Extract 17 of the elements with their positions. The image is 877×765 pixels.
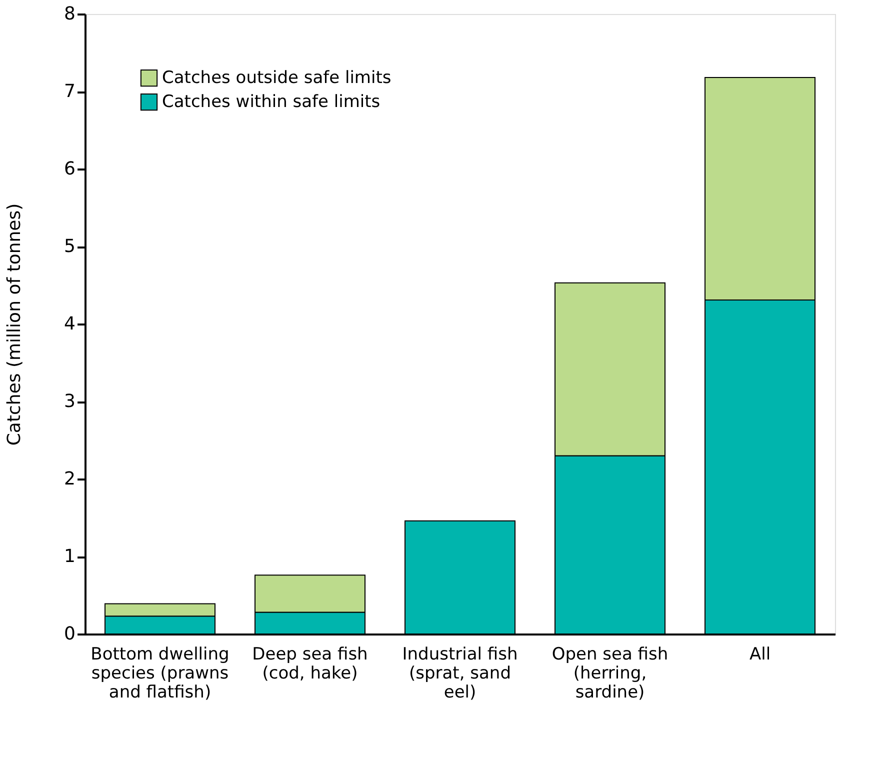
x-tick-label: Industrial fish (sprat, sand eel) bbox=[402, 644, 518, 702]
y-axis-title: Catches (million of tonnes) bbox=[4, 203, 26, 446]
x-tick-label: Open sea fish (herring, sardine) bbox=[552, 644, 668, 702]
y-tick-label: 7 bbox=[64, 81, 76, 102]
y-tick-label: 8 bbox=[64, 4, 76, 24]
legend-label: Catches within safe limits bbox=[162, 92, 380, 112]
y-tick-label: 3 bbox=[64, 391, 76, 412]
x-tick-label: Bottom dwelling species (prawns and flatfish) bbox=[90, 644, 230, 702]
y-tick-label: 6 bbox=[64, 158, 76, 180]
y-tick-label: 1 bbox=[64, 546, 76, 567]
y-tick-label: 4 bbox=[64, 314, 76, 334]
y-tick-label: 5 bbox=[64, 236, 76, 257]
y-tick-label: 0 bbox=[64, 624, 76, 644]
legend-label: Catches outside safe limits bbox=[162, 68, 392, 88]
x-tick-label: All bbox=[749, 644, 771, 664]
y-tick-label: 2 bbox=[64, 468, 76, 490]
x-tick-label: Deep sea fish (cod, hake) bbox=[252, 644, 368, 684]
